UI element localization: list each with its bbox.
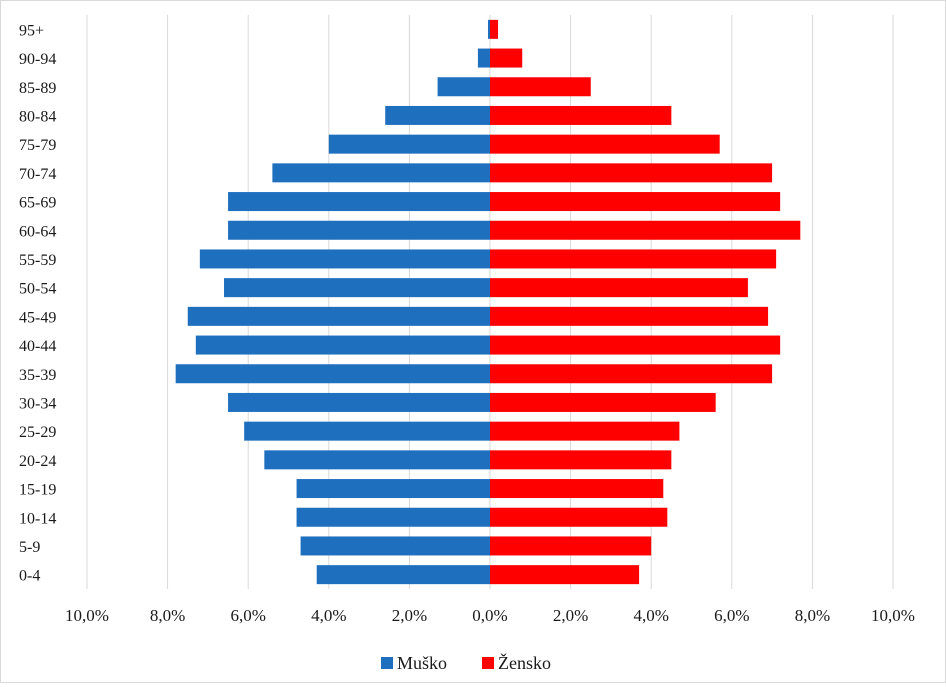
bar-zensko-15-19	[490, 479, 664, 499]
bar-musko-20-24	[264, 450, 490, 470]
bar-musko-25-29	[244, 421, 490, 441]
bar-musko-15-19	[296, 479, 490, 499]
x-tick-label: 4,0%	[633, 606, 668, 625]
legend-swatch-musko	[381, 657, 393, 669]
x-tick-label: 6,0%	[230, 606, 265, 625]
x-tick-label: 8,0%	[795, 606, 830, 625]
bar-zensko-10-14	[490, 507, 668, 527]
bar-musko-85-89	[437, 77, 490, 97]
y-tick-label: 45-49	[19, 309, 56, 326]
bar-musko-35-39	[175, 364, 490, 384]
y-tick-label: 75-79	[19, 137, 56, 154]
bar-zensko-40-44	[490, 335, 781, 355]
y-tick-label: 60-64	[19, 223, 56, 240]
bar-zensko-65-69	[490, 192, 781, 212]
gridlines	[86, 15, 894, 589]
bar-musko-50-54	[224, 278, 490, 298]
bar-zensko-70-74	[490, 163, 773, 183]
y-tick-label: 20-24	[19, 453, 56, 470]
bar-zensko-60-64	[490, 220, 801, 240]
bar-zensko-35-39	[490, 364, 773, 384]
bar-musko-0-4	[316, 565, 490, 585]
bar-zensko-0-4	[490, 565, 640, 585]
bar-musko-90-94	[477, 48, 490, 68]
bar-zensko-25-29	[490, 421, 680, 441]
bar-musko-95+	[487, 19, 490, 39]
legend-label-musko: Muško	[397, 653, 447, 673]
y-tick-label: 15-19	[19, 482, 56, 499]
y-tick-label: 5-9	[19, 539, 40, 556]
x-tick-label: 4,0%	[311, 606, 346, 625]
bar-zensko-20-24	[490, 450, 672, 470]
y-tick-label: 35-39	[19, 367, 56, 384]
y-tick-label: 0-4	[19, 568, 40, 585]
y-axis-labels: 0-4 5-9 10-14 15-19 20-24 25-29 30-34 35-39 40-4…	[19, 22, 56, 584]
bar-zensko-30-34	[490, 392, 716, 412]
bar-musko-70-74	[272, 163, 490, 183]
legend: Muško Žensko	[381, 652, 551, 673]
bar-zensko-95+	[490, 19, 499, 39]
bar-zensko-50-54	[490, 278, 748, 298]
bar-musko-30-34	[228, 392, 491, 412]
bar-musko-40-44	[195, 335, 490, 355]
bar-musko-55-59	[199, 249, 490, 269]
bar-zensko-45-49	[490, 306, 769, 326]
legend-label-zensko: Žensko	[498, 652, 551, 673]
bar-musko-10-14	[296, 507, 490, 527]
bar-zensko-90-94	[490, 48, 523, 68]
y-tick-label: 80-84	[19, 108, 56, 125]
x-tick-label: 2,0%	[392, 606, 427, 625]
bar-musko-80-84	[385, 105, 490, 125]
y-tick-label: 90-94	[19, 51, 56, 68]
bar-musko-45-49	[187, 306, 490, 326]
x-axis-labels: 10,0% 8,0% 6,0% 4,0% 2,0% 0,0% 2,0% 4,0% 6,0% 8,0…	[65, 606, 915, 625]
y-tick-label: 65-69	[19, 195, 56, 212]
y-tick-label: 25-29	[19, 424, 56, 441]
y-tick-label: 30-34	[19, 395, 56, 412]
x-tick-label: 8,0%	[150, 606, 185, 625]
bar-zensko-85-89	[490, 77, 591, 97]
bar-musko-60-64	[228, 220, 491, 240]
bar-musko-75-79	[328, 134, 490, 154]
bar-musko-65-69	[228, 192, 491, 212]
bar-zensko-75-79	[490, 134, 720, 154]
y-tick-label: 40-44	[19, 338, 56, 355]
y-tick-label: 10-14	[19, 510, 56, 527]
bar-musko-5-9	[300, 536, 490, 556]
x-tick-label: 0,0%	[472, 606, 507, 625]
bar-zensko-80-84	[490, 105, 672, 125]
y-tick-label: 70-74	[19, 166, 56, 183]
bars	[175, 19, 801, 585]
y-tick-label: 55-59	[19, 252, 56, 269]
y-tick-label: 95+	[19, 22, 44, 39]
y-tick-label: 85-89	[19, 80, 56, 97]
x-tick-label: 6,0%	[714, 606, 749, 625]
x-tick-label: 10,0%	[871, 606, 915, 625]
bar-zensko-55-59	[490, 249, 777, 269]
y-tick-label: 50-54	[19, 281, 56, 298]
x-tick-label: 2,0%	[553, 606, 588, 625]
legend-swatch-zensko	[482, 657, 494, 669]
bar-zensko-5-9	[490, 536, 652, 556]
x-tick-label: 10,0%	[65, 606, 109, 625]
